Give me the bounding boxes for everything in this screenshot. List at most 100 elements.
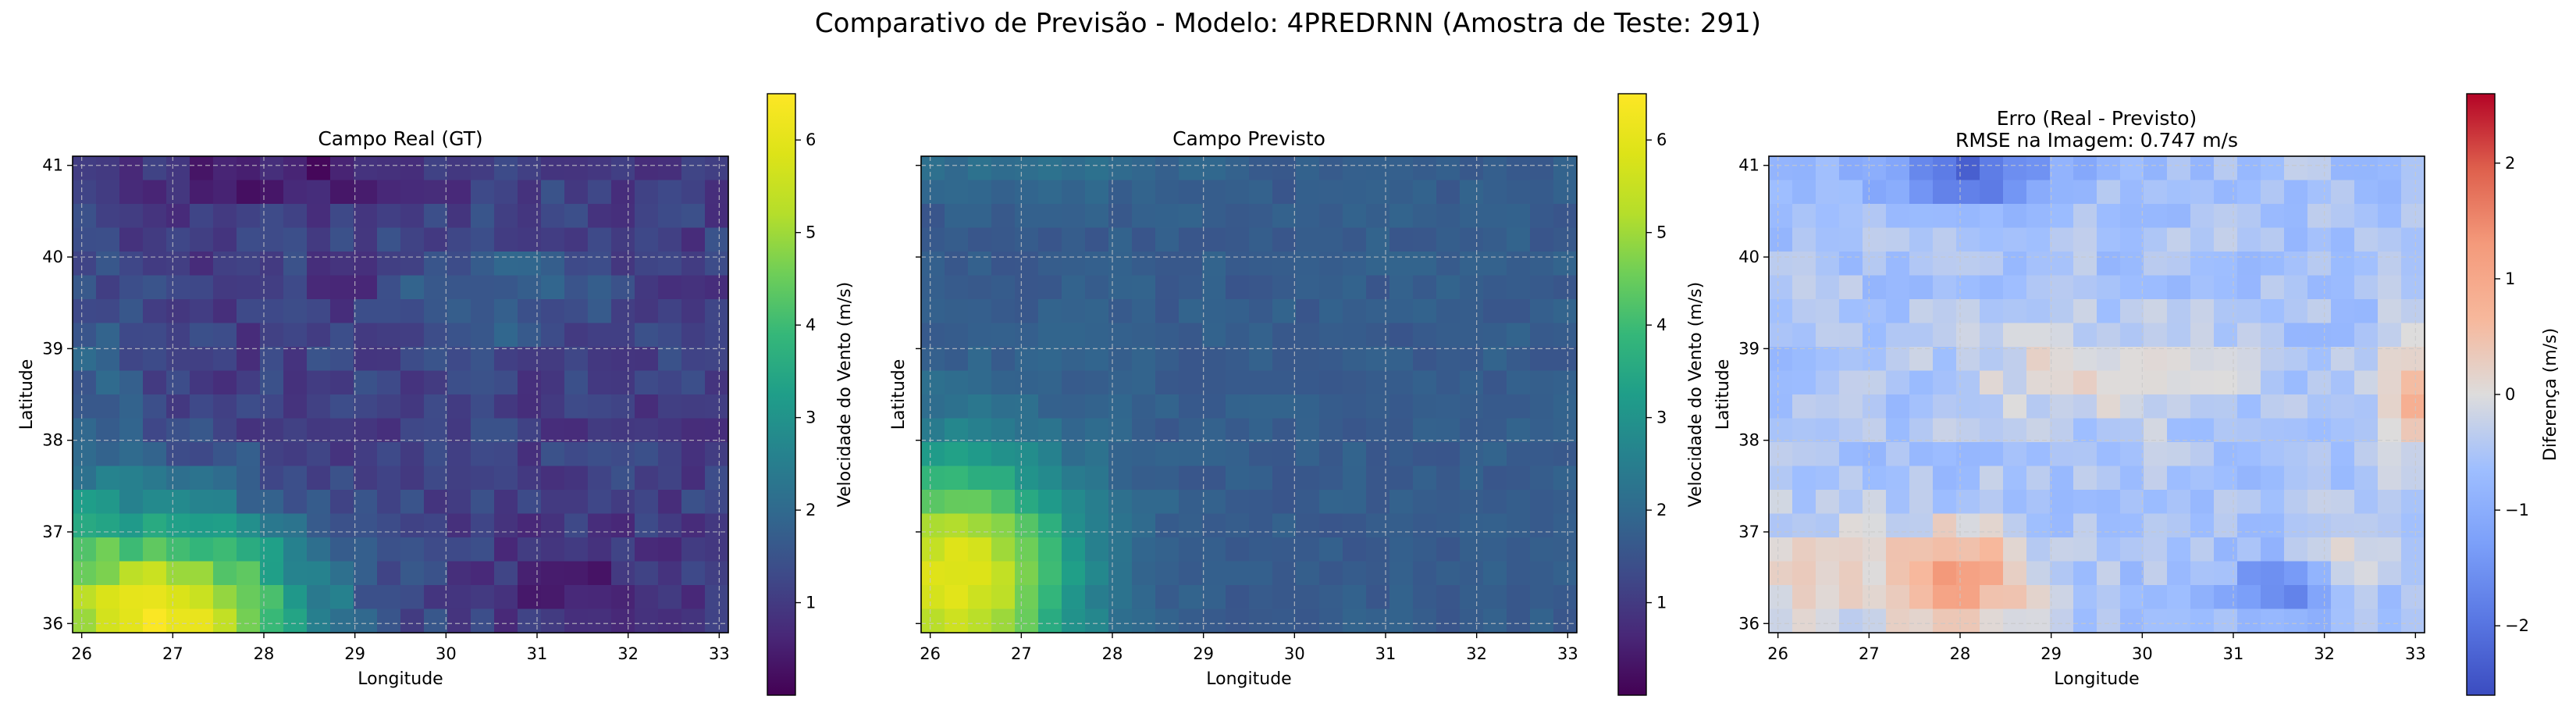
- heatmap-cell: [1272, 466, 1297, 491]
- heatmap-cell: [400, 347, 425, 372]
- heatmap-cell: [2120, 608, 2144, 633]
- heatmap-cell: [1226, 561, 1250, 586]
- heatmap-cell: [1319, 442, 1343, 467]
- heatmap-cell: [1530, 490, 1554, 515]
- heatmap-cell: [1296, 537, 1320, 562]
- heatmap-cell: [1816, 585, 1840, 610]
- heatmap-cell: [921, 513, 945, 538]
- heatmap-cell: [190, 347, 214, 372]
- heatmap-cell: [213, 299, 237, 324]
- heatmap-cell: [1553, 227, 1578, 252]
- heatmap-cell: [330, 156, 354, 181]
- heatmap-cell: [494, 537, 518, 562]
- heatmap-cell: [1530, 323, 1554, 348]
- heatmap-cell: [1249, 537, 1273, 562]
- heatmap-cell: [2214, 275, 2238, 300]
- heatmap-cell: [921, 490, 945, 515]
- heatmap-cell: [1933, 252, 1957, 277]
- heatmap-cell: [1839, 204, 1863, 229]
- heatmap-cell: [1389, 442, 1414, 467]
- heatmap-cell: [1553, 299, 1578, 324]
- heatmap-cell: [635, 156, 659, 181]
- heatmap-cell: [1389, 608, 1414, 633]
- heatmap-cell: [354, 537, 378, 562]
- grid-lines: [921, 156, 1577, 633]
- heatmap-cell: [1413, 252, 1437, 277]
- heatmap-cell: [1980, 227, 2004, 252]
- heatmap-cell: [2261, 227, 2285, 252]
- heatmap-cell: [1413, 370, 1437, 395]
- heatmap-cell: [2026, 585, 2051, 610]
- heatmap-cell: [2073, 299, 2097, 324]
- heatmap-cell: [1956, 347, 1980, 372]
- heatmap-cell: [1202, 394, 1226, 419]
- heatmap-cell: [1863, 513, 1887, 538]
- heatmap-cell: [2331, 585, 2355, 610]
- heatmap-cell: [518, 252, 542, 277]
- heatmap-cell: [1483, 537, 1507, 562]
- heatmap-cell: [2097, 394, 2121, 419]
- heatmap-cell: [1062, 299, 1086, 324]
- heatmap-cell: [991, 370, 1016, 395]
- heatmap-cell: [1108, 275, 1133, 300]
- heatmap-cell: [1507, 466, 1531, 491]
- heatmap-cell: [681, 537, 706, 562]
- heatmap-cell: [991, 227, 1016, 252]
- heatmap-cell: [213, 466, 237, 491]
- heatmap-cell: [471, 537, 495, 562]
- heatmap-cell: [1863, 180, 1887, 205]
- heatmap-cell: [1792, 180, 1816, 205]
- heatmap-cell: [119, 299, 144, 324]
- heatmap-cell: [2050, 323, 2074, 348]
- heatmap-cell: [588, 227, 612, 252]
- heatmap-cell: [1839, 252, 1863, 277]
- heatmap-cell: [143, 537, 167, 562]
- heatmap-cell: [1366, 347, 1390, 372]
- figure-title: Comparativo de Previsão - Modelo: 4PREDR…: [814, 8, 1762, 39]
- heatmap-cell: [96, 466, 120, 491]
- heatmap-cell: [354, 227, 378, 252]
- heatmap-cell: [213, 418, 237, 443]
- heatmap-cell: [494, 561, 518, 586]
- heatmap-cell: [968, 347, 992, 372]
- heatmap-cell: [2190, 490, 2215, 515]
- heatmap-cell: [190, 275, 214, 300]
- heatmap-cell: [2237, 323, 2261, 348]
- colorbar-tick-label: −1: [2505, 501, 2529, 519]
- heatmap-cell: [2026, 370, 2051, 395]
- heatmap-cell: [96, 418, 120, 443]
- heatmap-cell: [213, 608, 237, 633]
- heatmap-cell: [705, 299, 729, 324]
- heatmap-cell: [2144, 323, 2168, 348]
- heatmap-cell: [564, 299, 589, 324]
- heatmap-cell: [1389, 585, 1414, 610]
- heatmap-cell: [1319, 299, 1343, 324]
- heatmap-cell: [190, 418, 214, 443]
- heatmap-cell: [354, 299, 378, 324]
- heatmap-cell: [237, 466, 261, 491]
- heatmap-cell: [1436, 490, 1461, 515]
- heatmap-cell: [1343, 513, 1367, 538]
- heatmap-cell: [968, 323, 992, 348]
- heatmap-cell: [1296, 585, 1320, 610]
- heatmap-cell: [1366, 394, 1390, 419]
- colorbar-tick-label: 3: [806, 409, 816, 427]
- heatmap-cell: [400, 370, 425, 395]
- heatmap-cell: [658, 585, 682, 610]
- heatmap-cell: [2354, 537, 2379, 562]
- heatmap-cell: [400, 252, 425, 277]
- heatmap-cell: [2401, 442, 2425, 467]
- heatmap-cell: [237, 442, 261, 467]
- heatmap-cell: [447, 299, 471, 324]
- heatmap-cell: [1226, 299, 1250, 324]
- colorbar-label: Velocidade do Vento (m/s): [1686, 282, 1706, 507]
- heatmap-cell: [1436, 537, 1461, 562]
- heatmap-cell: [330, 394, 354, 419]
- heatmap-cell: [471, 180, 495, 205]
- heatmap-cell: [1460, 275, 1484, 300]
- heatmap-cell: [1980, 608, 2004, 633]
- heatmap-cell: [1886, 156, 1910, 181]
- heatmap-cell: [2401, 537, 2425, 562]
- heatmap-cell: [1769, 608, 1793, 633]
- heatmap-cell: [1507, 394, 1531, 419]
